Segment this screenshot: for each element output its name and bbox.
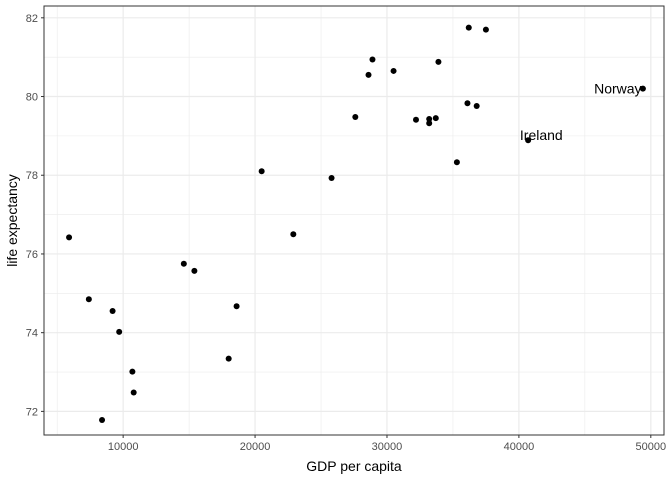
y-tick-label: 72: [26, 406, 38, 418]
data-point: [369, 56, 376, 63]
data-point: [130, 389, 137, 396]
data-point: [191, 267, 198, 274]
data-point: [258, 168, 265, 175]
data-point: [225, 355, 232, 362]
data-point: [435, 58, 442, 65]
point-annotation: Ireland: [520, 127, 563, 143]
data-point: [465, 24, 472, 31]
data-point: [453, 159, 460, 166]
y-tick-label: 82: [26, 13, 38, 25]
y-tick-label: 80: [26, 92, 38, 104]
x-tick-label: 10000: [108, 441, 139, 453]
x-axis-ticks: 10000 20000 30000 40000 50000: [108, 435, 666, 453]
data-point: [432, 115, 439, 122]
y-tick-label: 74: [26, 328, 38, 340]
y-tick-label: 78: [26, 170, 38, 182]
x-tick-label: 50000: [636, 441, 667, 453]
data-point: [180, 260, 187, 267]
data-point: [129, 368, 136, 375]
data-point: [290, 231, 297, 238]
data-point: [99, 417, 106, 424]
data-point: [109, 308, 116, 315]
data-point: [426, 115, 433, 122]
data-point: [352, 113, 359, 120]
data-point: [116, 328, 123, 335]
x-tick-label: 30000: [372, 441, 403, 453]
x-tick-label: 40000: [504, 441, 535, 453]
y-tick-label: 76: [26, 249, 38, 261]
data-points: [66, 24, 646, 424]
data-point: [85, 296, 92, 303]
data-point: [482, 26, 489, 33]
data-point: [328, 174, 335, 181]
x-axis-title: GDP per capita: [306, 458, 402, 474]
panel-border: [43, 5, 665, 436]
minor-gridlines: [44, 6, 664, 435]
point-annotations: Norway Ireland: [520, 81, 642, 143]
major-gridlines: [44, 6, 664, 435]
data-point: [464, 100, 471, 107]
data-point: [390, 67, 397, 74]
data-point: [66, 234, 73, 241]
y-axis-ticks: 72 74 76 78 80 82: [26, 13, 44, 418]
data-point: [639, 85, 646, 92]
point-annotation: Norway: [594, 81, 641, 97]
data-point: [473, 102, 480, 109]
data-point: [525, 137, 532, 144]
data-point: [365, 71, 372, 78]
y-axis-title: life expectancy: [4, 174, 20, 267]
data-point: [413, 116, 419, 123]
x-tick-label: 20000: [240, 441, 271, 453]
data-point: [426, 120, 433, 127]
data-point: [233, 303, 240, 310]
